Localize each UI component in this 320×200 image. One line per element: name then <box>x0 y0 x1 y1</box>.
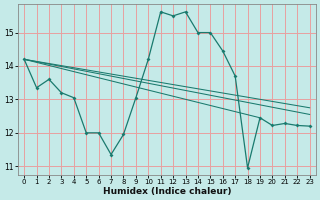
X-axis label: Humidex (Indice chaleur): Humidex (Indice chaleur) <box>103 187 231 196</box>
